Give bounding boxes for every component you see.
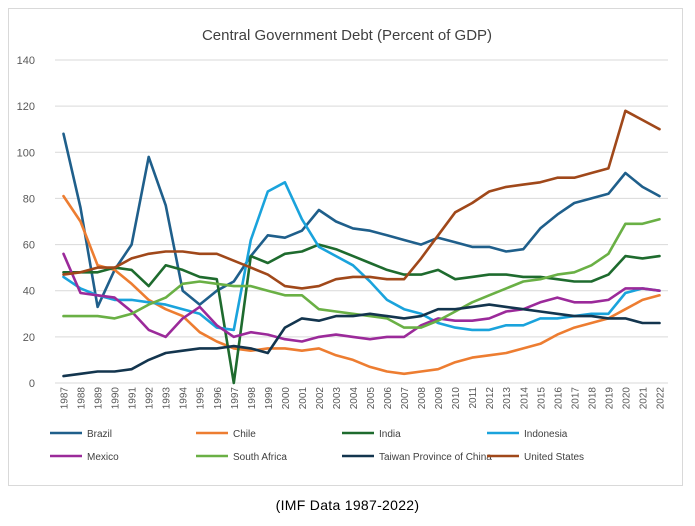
x-tick-label: 2018 bbox=[587, 387, 598, 410]
x-tick-label: 2001 bbox=[298, 387, 309, 410]
x-tick-label: 2007 bbox=[400, 387, 411, 410]
x-tick-label: 2015 bbox=[536, 387, 547, 410]
x-tick-label: 2004 bbox=[349, 387, 360, 410]
series-line-india bbox=[62, 243, 661, 385]
legend-label: Taiwan Province of China bbox=[379, 452, 492, 463]
series-line-taiwan-province-of-china bbox=[62, 303, 661, 378]
series-line-brazil bbox=[62, 132, 661, 309]
x-tick-label: 1988 bbox=[77, 387, 88, 410]
gridlines bbox=[55, 59, 668, 338]
line-chart: Central Government Debt (Percent of GDP)… bbox=[17, 27, 668, 463]
x-tick-label: 2005 bbox=[366, 387, 377, 410]
y-axis: 0 20 40 60 80 100 120 140 bbox=[17, 55, 35, 390]
x-tick-label: 2003 bbox=[332, 387, 343, 410]
series-lines bbox=[62, 109, 661, 385]
y-tick-label: 20 bbox=[23, 332, 35, 344]
y-tick-label: 60 bbox=[23, 240, 35, 252]
x-tick-label: 2010 bbox=[451, 387, 462, 410]
legend-label: South Africa bbox=[233, 452, 287, 463]
x-tick-label: 2022 bbox=[655, 387, 666, 410]
x-tick-label: 1993 bbox=[162, 387, 173, 410]
x-tick-label: 2014 bbox=[519, 387, 530, 410]
y-tick-label: 100 bbox=[17, 147, 35, 159]
y-tick-label: 0 bbox=[29, 378, 35, 390]
chart-frame bbox=[8, 8, 683, 486]
x-tick-label: 1992 bbox=[145, 387, 156, 410]
x-tick-label: 1994 bbox=[179, 387, 190, 410]
x-tick-label: 2011 bbox=[468, 387, 479, 409]
x-tick-label: 2002 bbox=[315, 387, 326, 410]
x-tick-label: 1998 bbox=[247, 387, 258, 410]
legend: Brazil Chile India Indonesia Mexico South Afr… bbox=[50, 429, 584, 463]
x-tick-label: 2000 bbox=[281, 387, 292, 410]
x-tick-label: 1995 bbox=[196, 387, 207, 410]
x-tick-label: 2009 bbox=[434, 387, 445, 410]
x-tick-label: 1996 bbox=[213, 387, 224, 410]
x-tick-label: 2013 bbox=[502, 387, 513, 410]
legend-label: Indonesia bbox=[524, 429, 568, 440]
series-line-chile bbox=[62, 194, 661, 376]
series-line-united-states bbox=[62, 109, 661, 290]
series-line-indonesia bbox=[62, 181, 661, 332]
x-tick-label: 1991 bbox=[128, 387, 139, 410]
y-tick-label: 140 bbox=[17, 55, 35, 67]
x-tick-label: 1990 bbox=[111, 387, 122, 410]
x-tick-label: 2017 bbox=[570, 387, 581, 410]
x-tick-label: 2016 bbox=[553, 387, 564, 410]
legend-label: United States bbox=[524, 452, 584, 463]
x-tick-label: 2020 bbox=[621, 387, 632, 410]
legend-label: Mexico bbox=[87, 452, 119, 463]
figure-caption: (IMF Data 1987-2022) bbox=[275, 497, 420, 513]
x-tick-label: 1999 bbox=[264, 387, 275, 410]
legend-label: India bbox=[379, 429, 401, 440]
x-tick-label: 2012 bbox=[485, 387, 496, 410]
x-tick-label: 1997 bbox=[230, 387, 241, 410]
x-tick-label: 1987 bbox=[60, 387, 71, 410]
series-line-mexico bbox=[62, 252, 661, 343]
legend-label: Chile bbox=[233, 429, 256, 440]
y-tick-label: 40 bbox=[23, 286, 35, 298]
chart-title: Central Government Debt (Percent of GDP) bbox=[202, 27, 492, 44]
x-tick-label: 2006 bbox=[383, 387, 394, 410]
y-tick-label: 80 bbox=[23, 193, 35, 205]
x-tick-label: 2008 bbox=[417, 387, 428, 410]
x-tick-label: 2021 bbox=[638, 387, 649, 410]
y-tick-label: 120 bbox=[17, 101, 35, 113]
x-axis: 1987 1988 1989 1990 1991 1992 1993 1994 1995 1996… bbox=[55, 382, 668, 410]
legend-label: Brazil bbox=[87, 429, 112, 440]
x-tick-label: 1989 bbox=[94, 387, 105, 410]
x-tick-label: 2019 bbox=[604, 387, 615, 410]
